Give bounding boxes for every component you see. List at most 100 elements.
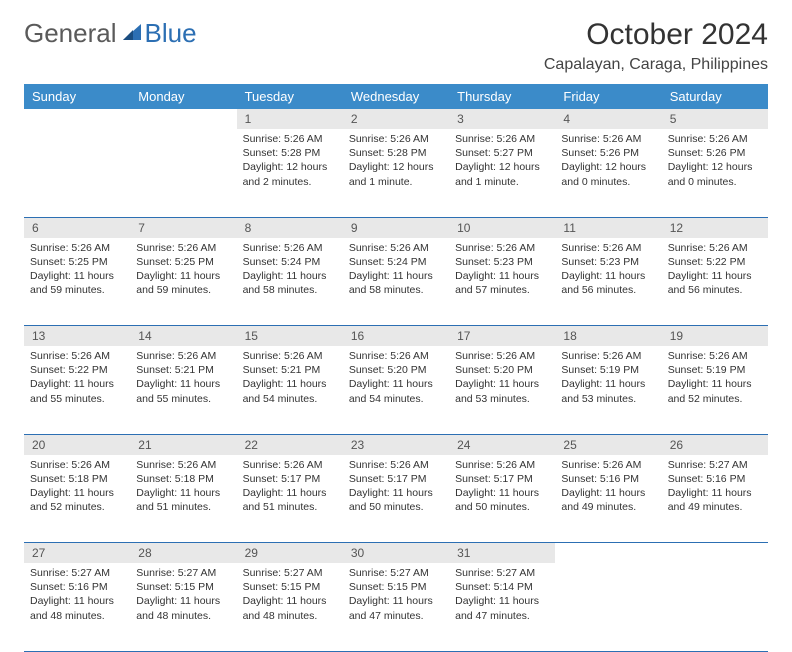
day-number: 3	[449, 109, 555, 129]
day-number-cell: 25	[555, 434, 661, 455]
day-cell	[130, 129, 236, 217]
daynum-row: 13141516171819	[24, 326, 768, 347]
day-details: Sunrise: 5:26 AMSunset: 5:27 PMDaylight:…	[449, 129, 555, 193]
day-cell: Sunrise: 5:27 AMSunset: 5:16 PMDaylight:…	[662, 455, 768, 543]
day-number-cell: 3	[449, 109, 555, 129]
day-cell: Sunrise: 5:26 AMSunset: 5:25 PMDaylight:…	[24, 238, 130, 326]
day-number-cell	[662, 543, 768, 564]
title-block: October 2024 Capalayan, Caraga, Philippi…	[544, 18, 768, 74]
day-number: 5	[662, 109, 768, 129]
day-cell: Sunrise: 5:26 AMSunset: 5:17 PMDaylight:…	[237, 455, 343, 543]
day-number-cell: 18	[555, 326, 661, 347]
day-cell: Sunrise: 5:26 AMSunset: 5:26 PMDaylight:…	[555, 129, 661, 217]
day-number-cell: 23	[343, 434, 449, 455]
weekday-header: Saturday	[662, 84, 768, 109]
day-number-cell: 20	[24, 434, 130, 455]
day-number: 4	[555, 109, 661, 129]
day-cell: Sunrise: 5:26 AMSunset: 5:22 PMDaylight:…	[24, 346, 130, 434]
day-cell: Sunrise: 5:26 AMSunset: 5:26 PMDaylight:…	[662, 129, 768, 217]
day-number: 27	[24, 543, 130, 563]
day-details: Sunrise: 5:26 AMSunset: 5:23 PMDaylight:…	[449, 238, 555, 302]
day-cell: Sunrise: 5:26 AMSunset: 5:18 PMDaylight:…	[130, 455, 236, 543]
day-number-cell: 14	[130, 326, 236, 347]
day-number	[24, 109, 130, 129]
day-cell: Sunrise: 5:26 AMSunset: 5:16 PMDaylight:…	[555, 455, 661, 543]
day-details: Sunrise: 5:26 AMSunset: 5:25 PMDaylight:…	[130, 238, 236, 302]
weekday-header: Monday	[130, 84, 236, 109]
day-details: Sunrise: 5:26 AMSunset: 5:17 PMDaylight:…	[449, 455, 555, 519]
day-number: 12	[662, 218, 768, 238]
day-number-cell: 12	[662, 217, 768, 238]
day-details: Sunrise: 5:26 AMSunset: 5:18 PMDaylight:…	[130, 455, 236, 519]
day-number-cell: 19	[662, 326, 768, 347]
day-details	[130, 129, 236, 136]
day-cell: Sunrise: 5:26 AMSunset: 5:25 PMDaylight:…	[130, 238, 236, 326]
day-details: Sunrise: 5:27 AMSunset: 5:16 PMDaylight:…	[24, 563, 130, 627]
day-number: 26	[662, 435, 768, 455]
day-cell: Sunrise: 5:27 AMSunset: 5:15 PMDaylight:…	[237, 563, 343, 651]
day-number-cell: 22	[237, 434, 343, 455]
day-number: 28	[130, 543, 236, 563]
day-number-cell: 16	[343, 326, 449, 347]
day-details: Sunrise: 5:26 AMSunset: 5:20 PMDaylight:…	[343, 346, 449, 410]
day-number-cell: 5	[662, 109, 768, 129]
daynum-row: 6789101112	[24, 217, 768, 238]
day-cell: Sunrise: 5:26 AMSunset: 5:23 PMDaylight:…	[555, 238, 661, 326]
sail-icon	[121, 22, 143, 47]
day-number-cell: 1	[237, 109, 343, 129]
day-number: 14	[130, 326, 236, 346]
day-cell: Sunrise: 5:26 AMSunset: 5:27 PMDaylight:…	[449, 129, 555, 217]
day-cell	[555, 563, 661, 651]
day-number-cell: 7	[130, 217, 236, 238]
day-number: 30	[343, 543, 449, 563]
day-details: Sunrise: 5:26 AMSunset: 5:16 PMDaylight:…	[555, 455, 661, 519]
day-number-cell: 28	[130, 543, 236, 564]
calendar-table: SundayMondayTuesdayWednesdayThursdayFrid…	[24, 84, 768, 652]
day-details: Sunrise: 5:26 AMSunset: 5:21 PMDaylight:…	[237, 346, 343, 410]
weekday-header-row: SundayMondayTuesdayWednesdayThursdayFrid…	[24, 84, 768, 109]
day-details: Sunrise: 5:26 AMSunset: 5:22 PMDaylight:…	[662, 238, 768, 302]
day-number: 25	[555, 435, 661, 455]
logo-text-blue: Blue	[145, 18, 197, 49]
day-cell: Sunrise: 5:26 AMSunset: 5:28 PMDaylight:…	[237, 129, 343, 217]
day-number-cell: 26	[662, 434, 768, 455]
day-number: 31	[449, 543, 555, 563]
day-details: Sunrise: 5:26 AMSunset: 5:21 PMDaylight:…	[130, 346, 236, 410]
day-cell: Sunrise: 5:26 AMSunset: 5:20 PMDaylight:…	[343, 346, 449, 434]
day-details: Sunrise: 5:26 AMSunset: 5:28 PMDaylight:…	[343, 129, 449, 193]
day-number	[130, 109, 236, 129]
day-number: 22	[237, 435, 343, 455]
day-number	[662, 543, 768, 563]
day-cell: Sunrise: 5:26 AMSunset: 5:17 PMDaylight:…	[449, 455, 555, 543]
day-details	[555, 563, 661, 570]
day-number-cell: 10	[449, 217, 555, 238]
day-details: Sunrise: 5:26 AMSunset: 5:19 PMDaylight:…	[662, 346, 768, 410]
day-cell: Sunrise: 5:27 AMSunset: 5:14 PMDaylight:…	[449, 563, 555, 651]
day-details: Sunrise: 5:27 AMSunset: 5:15 PMDaylight:…	[130, 563, 236, 627]
day-cell: Sunrise: 5:26 AMSunset: 5:22 PMDaylight:…	[662, 238, 768, 326]
day-details: Sunrise: 5:26 AMSunset: 5:28 PMDaylight:…	[237, 129, 343, 193]
day-number: 2	[343, 109, 449, 129]
day-number-cell: 21	[130, 434, 236, 455]
day-details	[24, 129, 130, 136]
day-details: Sunrise: 5:26 AMSunset: 5:25 PMDaylight:…	[24, 238, 130, 302]
weekday-header: Thursday	[449, 84, 555, 109]
day-number-cell: 11	[555, 217, 661, 238]
day-cell: Sunrise: 5:27 AMSunset: 5:15 PMDaylight:…	[130, 563, 236, 651]
day-number-cell: 24	[449, 434, 555, 455]
day-number: 11	[555, 218, 661, 238]
day-details: Sunrise: 5:26 AMSunset: 5:23 PMDaylight:…	[555, 238, 661, 302]
day-number-cell: 4	[555, 109, 661, 129]
day-number: 17	[449, 326, 555, 346]
day-cell: Sunrise: 5:26 AMSunset: 5:28 PMDaylight:…	[343, 129, 449, 217]
day-number-cell: 13	[24, 326, 130, 347]
day-number: 20	[24, 435, 130, 455]
day-number: 9	[343, 218, 449, 238]
day-details	[662, 563, 768, 570]
day-details: Sunrise: 5:26 AMSunset: 5:19 PMDaylight:…	[555, 346, 661, 410]
day-number-cell: 30	[343, 543, 449, 564]
day-number	[555, 543, 661, 563]
location-text: Capalayan, Caraga, Philippines	[544, 56, 768, 74]
day-number: 8	[237, 218, 343, 238]
day-number: 21	[130, 435, 236, 455]
